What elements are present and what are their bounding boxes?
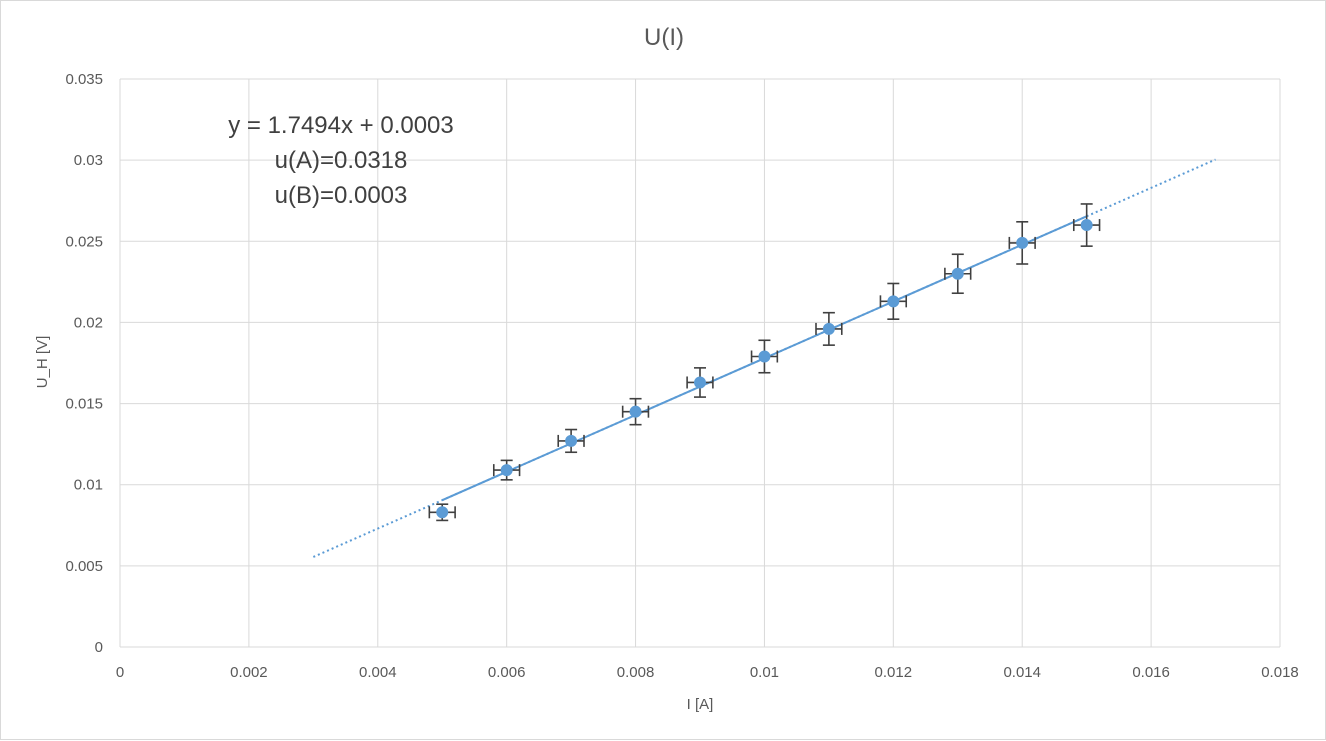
y-tick-label: 0.015 bbox=[65, 396, 103, 413]
trendline-equation: y = 1.7494x + 0.0003 bbox=[228, 112, 454, 139]
data-point bbox=[629, 405, 642, 418]
data-point bbox=[887, 295, 900, 308]
x-tick-label: 0.01 bbox=[750, 664, 779, 681]
data-point bbox=[951, 267, 964, 280]
data-point bbox=[822, 322, 835, 335]
y-tick-label: 0.025 bbox=[65, 233, 103, 250]
data-point bbox=[500, 464, 513, 477]
grid-lines bbox=[119, 78, 1281, 648]
x-tick-labels: 0 0.002 0.004 0.006 0.008 0.01 0.012 0.014 0.016… bbox=[116, 664, 1299, 681]
x-tick-label: 0.012 bbox=[875, 664, 913, 681]
y-tick-label: 0.03 bbox=[74, 152, 103, 169]
x-tick-label: 0 bbox=[116, 664, 124, 681]
y-axis-title: U_H [V] bbox=[34, 336, 51, 389]
data-point bbox=[694, 376, 706, 389]
data-point bbox=[758, 350, 771, 363]
x-tick-label: 0.006 bbox=[488, 664, 526, 681]
uncertainty-a-label: u(A)=0.0318 bbox=[275, 147, 408, 174]
x-tick-label: 0.014 bbox=[1003, 664, 1041, 681]
y-tick-label: 0.035 bbox=[65, 71, 103, 88]
uncertainty-b-label: u(B)=0.0003 bbox=[275, 182, 408, 209]
y-tick-label: 0.005 bbox=[65, 558, 103, 575]
x-tick-label: 0.008 bbox=[617, 664, 655, 681]
y-tick-label: 0 bbox=[95, 639, 103, 656]
x-tick-label: 0.016 bbox=[1132, 664, 1170, 681]
x-axis-title: I [A] bbox=[687, 696, 714, 713]
y-tick-labels: 0 0.005 0.01 0.015 0.02 0.025 0.03 0.035 bbox=[65, 71, 103, 656]
data-point bbox=[565, 434, 578, 447]
data-point bbox=[1016, 236, 1029, 249]
data-point bbox=[436, 506, 449, 519]
x-tick-label: 0.018 bbox=[1261, 664, 1299, 681]
x-tick-label: 0.004 bbox=[359, 664, 397, 681]
y-tick-label: 0.01 bbox=[74, 477, 103, 494]
data-points-group bbox=[436, 219, 1093, 519]
y-tick-label: 0.02 bbox=[74, 314, 103, 331]
x-tick-label: 0.002 bbox=[230, 664, 268, 681]
chart-title: U(I) bbox=[644, 24, 684, 51]
data-point bbox=[1080, 219, 1093, 232]
